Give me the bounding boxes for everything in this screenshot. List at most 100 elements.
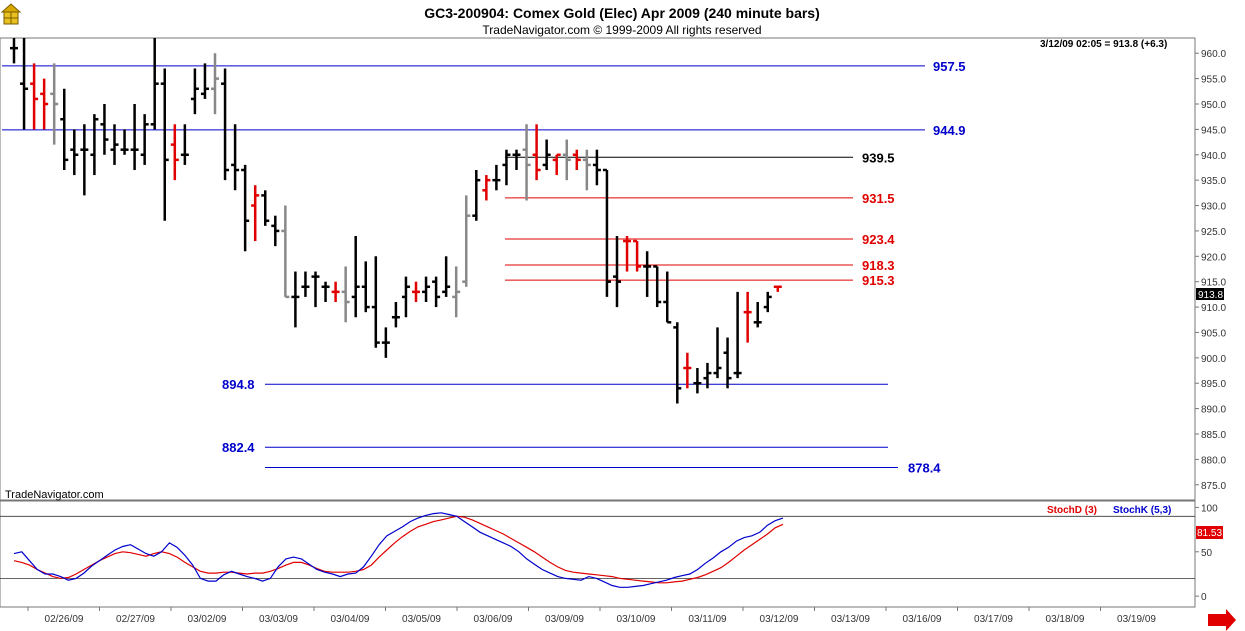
ohlc-bar xyxy=(391,302,400,328)
date-tick-label: 03/11/09 xyxy=(688,614,727,625)
price-tick-label: 900.0 xyxy=(1201,354,1226,365)
scroll-right-arrow-icon[interactable] xyxy=(1208,609,1236,631)
last-price-tag: 913.8 xyxy=(1198,290,1223,301)
ohlc-bar xyxy=(442,256,451,297)
price-tick-label: 940.0 xyxy=(1201,151,1226,162)
date-tick-label: 03/03/09 xyxy=(259,614,298,625)
ohlc-bar xyxy=(190,68,199,115)
ohlc-bar xyxy=(773,285,782,292)
ohlc-bar xyxy=(522,124,531,201)
price-tick-label: 880.0 xyxy=(1201,455,1226,466)
ohlc-bar xyxy=(170,124,179,181)
ohlc-bar xyxy=(70,129,79,176)
date-tick-label: 03/16/09 xyxy=(903,614,942,625)
level-label: 915.3 xyxy=(862,273,895,288)
price-tick-label: 875.0 xyxy=(1201,481,1226,492)
date-axis: 02/26/09 02/27/09 03/02/09 03/03/09 03/04/09… xyxy=(27,607,1156,625)
ohlc-bar xyxy=(572,149,581,170)
ohlc-bar xyxy=(211,53,219,115)
ohlc-bar xyxy=(30,63,39,130)
date-tick-label: 02/27/09 xyxy=(116,614,155,625)
ohlc-bar xyxy=(633,239,642,272)
price-tick-label: 910.0 xyxy=(1201,303,1226,314)
ohlc-bar xyxy=(512,149,521,170)
price-tick-label: 890.0 xyxy=(1201,405,1226,416)
ohlc-bar xyxy=(311,271,320,308)
level-label: 944.9 xyxy=(933,123,966,138)
level-label: 923.4 xyxy=(862,232,895,247)
ohlc-bar xyxy=(401,276,410,318)
ohlc-bar xyxy=(160,68,169,221)
last-price-tag-bg xyxy=(1196,288,1224,300)
ohlc-bar xyxy=(643,251,652,297)
date-tick-label: 02/26/09 xyxy=(45,614,84,625)
level-label: 894.8 xyxy=(222,377,255,392)
stoch-value-tag-bg xyxy=(1196,526,1223,539)
price-tick-label: 960.0 xyxy=(1201,49,1226,60)
ohlc-bar xyxy=(763,291,772,313)
ohlc-bar xyxy=(492,164,501,191)
ohlc-bar xyxy=(221,68,230,181)
ohlc-bar xyxy=(653,265,662,308)
ohlc-bar xyxy=(562,139,571,181)
ohlc-bar xyxy=(321,281,330,302)
stoch-tick-label: 100 xyxy=(1201,503,1218,514)
ohlc-bar xyxy=(683,352,692,389)
ohlc-bar xyxy=(743,291,752,343)
ohlc-bar xyxy=(10,38,18,64)
ohlc-bar xyxy=(251,185,260,242)
date-tick-label: 03/10/09 xyxy=(617,614,656,625)
watermark: TradeNavigator.com xyxy=(5,489,104,501)
stoch-panel-frame xyxy=(0,500,1196,608)
stoch-value-tag: 81.53 xyxy=(1197,528,1222,539)
ohlc-bar xyxy=(110,124,119,165)
level-label: 882.4 xyxy=(222,440,255,455)
ohlc-bar xyxy=(351,236,360,318)
logo-icon[interactable] xyxy=(0,3,22,25)
ohlc-bar xyxy=(723,337,732,389)
legend-stochd: StochD (3) xyxy=(1047,505,1097,516)
price-bars xyxy=(10,38,782,404)
stoch-tick-label: 0 xyxy=(1201,592,1207,603)
ohlc-bar xyxy=(20,38,29,130)
price-tick-label: 920.0 xyxy=(1201,252,1226,263)
ohlc-bar xyxy=(502,149,511,186)
ohlc-bar xyxy=(120,129,129,155)
price-panel-frame xyxy=(0,37,1196,501)
ohlc-bar xyxy=(613,236,621,308)
level-label: 878.4 xyxy=(908,461,941,476)
ohlc-bar xyxy=(40,78,49,130)
ohlc-bar xyxy=(693,368,702,394)
date-tick-label: 03/05/09 xyxy=(402,614,441,625)
price-tick-label: 950.0 xyxy=(1201,100,1226,111)
ohlc-bar xyxy=(361,261,370,313)
ohlc-bar xyxy=(592,149,601,186)
ohlc-bar xyxy=(673,322,682,404)
ohlc-bar xyxy=(733,291,742,379)
ohlc-bar xyxy=(602,168,611,297)
ohlc-bar xyxy=(140,114,149,165)
ohlc-bar xyxy=(261,190,270,226)
ohlc-bar xyxy=(713,327,722,379)
stoch-series-line xyxy=(13,515,784,584)
stochastic-panel: 100 50 0 81.53 xyxy=(0,503,1223,603)
price-tick-label: 925.0 xyxy=(1201,227,1226,238)
chart-title: GC3-200904: Comex Gold (Elec) Apr 2009 (… xyxy=(424,5,820,21)
ohlc-bar xyxy=(371,256,380,348)
ohlc-bar xyxy=(663,271,672,324)
date-tick-label: 03/12/09 xyxy=(760,614,799,625)
date-tick-label: 03/09/09 xyxy=(545,614,584,625)
stoch-series-line xyxy=(13,512,784,588)
ohlc-bar xyxy=(452,266,461,318)
ohlc-bar xyxy=(331,281,340,302)
price-tick-label: 885.0 xyxy=(1201,430,1226,441)
date-tick-label: 03/04/09 xyxy=(331,614,370,625)
ohlc-bar xyxy=(623,236,632,272)
ohlc-bar xyxy=(180,124,189,165)
ohlc-bar xyxy=(301,271,310,297)
price-tick-label: 955.0 xyxy=(1201,75,1226,86)
date-tick-label: 03/17/09 xyxy=(974,614,1013,625)
price-tick-label: 945.0 xyxy=(1201,125,1226,136)
